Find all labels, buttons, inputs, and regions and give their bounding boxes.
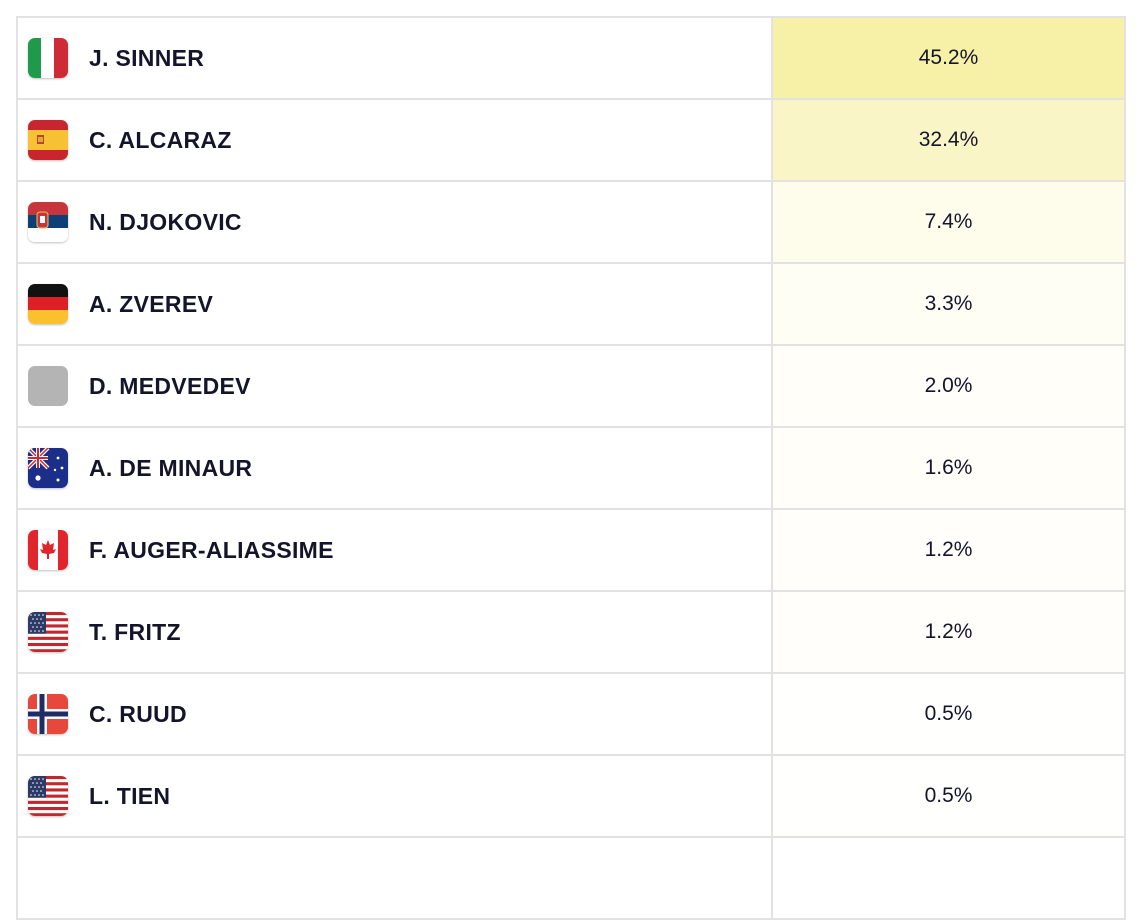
win-percentage xyxy=(773,838,1124,918)
player-cell: C. RUUD xyxy=(18,674,773,754)
player-name: C. RUUD xyxy=(89,700,187,727)
player-cell: F. AUGER-ALIASSIME xyxy=(18,510,773,590)
player-name: A. DE MINAUR xyxy=(89,454,253,481)
norway-flag-icon xyxy=(28,694,68,734)
germany-flag-icon xyxy=(28,284,68,324)
win-percentage: 7.4% xyxy=(773,182,1124,262)
table-row[interactable]: A. DE MINAUR 1.6% xyxy=(18,428,1124,510)
player-name: A. ZVEREV xyxy=(89,290,214,317)
win-percentage: 32.4% xyxy=(773,100,1124,180)
table-row[interactable]: A. ZVEREV 3.3% xyxy=(18,264,1124,346)
player-cell: C. ALCARAZ xyxy=(18,100,773,180)
table-row[interactable]: D. MEDVEDEV 2.0% xyxy=(18,346,1124,428)
player-cell: L. TIEN xyxy=(18,756,773,836)
player-name: F. AUGER-ALIASSIME xyxy=(89,536,334,563)
player-name: T. FRITZ xyxy=(89,618,181,645)
win-probability-table: J. SINNER 45.2% C. ALCARAZ 32.4% N. DJOK… xyxy=(16,16,1126,920)
australia-flag-icon xyxy=(28,448,68,488)
usa-flag-icon xyxy=(28,776,68,816)
neutral-flag-icon xyxy=(28,366,68,406)
canada-flag-icon xyxy=(28,530,68,570)
player-name: J. SINNER xyxy=(89,44,205,71)
win-percentage: 0.5% xyxy=(773,674,1124,754)
table-row[interactable]: F. AUGER-ALIASSIME 1.2% xyxy=(18,510,1124,592)
win-percentage: 3.3% xyxy=(773,264,1124,344)
player-name: D. MEDVEDEV xyxy=(89,372,251,399)
win-percentage: 1.2% xyxy=(773,510,1124,590)
player-cell: T. FRITZ xyxy=(18,592,773,672)
win-percentage: 1.6% xyxy=(773,428,1124,508)
table-row[interactable]: T. FRITZ 1.2% xyxy=(18,592,1124,674)
player-cell: A. DE MINAUR xyxy=(18,428,773,508)
italy-flag-icon xyxy=(28,38,68,78)
win-percentage: 2.0% xyxy=(773,346,1124,426)
table-row[interactable]: L. TIEN 0.5% xyxy=(18,756,1124,838)
player-cell: J. SINNER xyxy=(18,18,773,98)
player-name: L. TIEN xyxy=(89,782,171,809)
win-percentage: 0.5% xyxy=(773,756,1124,836)
player-name: N. DJOKOVIC xyxy=(89,208,242,235)
win-percentage: 1.2% xyxy=(773,592,1124,672)
player-cell xyxy=(18,838,773,918)
table-row[interactable]: N. DJOKOVIC 7.4% xyxy=(18,182,1124,264)
serbia-flag-icon xyxy=(28,202,68,242)
player-name: C. ALCARAZ xyxy=(89,126,232,153)
win-percentage: 45.2% xyxy=(773,18,1124,98)
table-row[interactable]: C. RUUD 0.5% xyxy=(18,674,1124,756)
player-cell: A. ZVEREV xyxy=(18,264,773,344)
player-cell: N. DJOKOVIC xyxy=(18,182,773,262)
table-row[interactable] xyxy=(18,838,1124,920)
spain-flag-icon xyxy=(28,120,68,160)
table-row[interactable]: C. ALCARAZ 32.4% xyxy=(18,100,1124,182)
usa-flag-icon xyxy=(28,612,68,652)
player-cell: D. MEDVEDEV xyxy=(18,346,773,426)
table-row[interactable]: J. SINNER 45.2% xyxy=(18,18,1124,100)
